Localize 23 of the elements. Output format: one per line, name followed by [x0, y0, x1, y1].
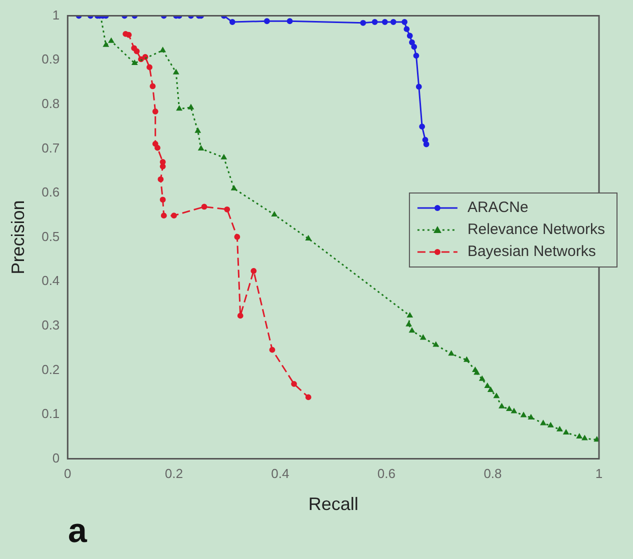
x-tick-label: 0	[64, 466, 72, 482]
y-tick-label: 0.4	[42, 273, 60, 288]
y-axis-title: Precision	[8, 200, 28, 274]
x-tick-label: 0.4	[271, 466, 290, 482]
y-tick-label: 1	[52, 7, 60, 22]
y-tick-label: 0.3	[42, 317, 60, 332]
y-tick-label: 0.1	[42, 406, 60, 422]
x-tick-label: 1	[595, 466, 603, 482]
x-tick-label: 0.6	[377, 466, 396, 482]
y-tick-label: 0.2	[42, 362, 60, 377]
legend-label: Bayesian Networks	[467, 243, 596, 260]
y-tick-label: 0.6	[42, 184, 60, 200]
text: a	[68, 512, 87, 551]
y-tick-label: 0.5	[42, 228, 60, 244]
y-tick-label: 0.8	[42, 96, 60, 111]
x-tick-label: 0.2	[164, 466, 183, 482]
legend-label: Relevance Networks	[467, 221, 606, 238]
x-tick-label: 0.8	[484, 466, 502, 482]
y-tick-label: 0	[52, 450, 60, 466]
x-axis-title: Recall	[308, 494, 358, 514]
y-tick-label: 0.7	[42, 140, 60, 156]
legend-label: ARACNe	[467, 199, 528, 216]
y-tick-label: 0.9	[42, 52, 60, 67]
